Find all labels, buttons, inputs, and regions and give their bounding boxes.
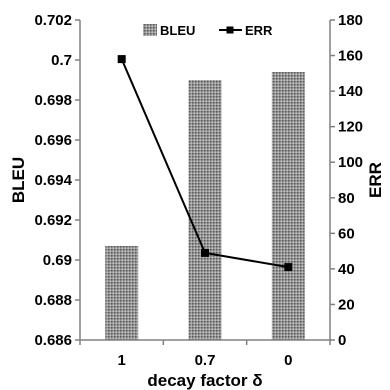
x-tick-label: 1 [117,352,125,369]
x-axis-title: decay factor δ [147,371,262,390]
y-right-tick-label: 0 [338,332,346,349]
bars-layer [105,72,305,340]
y-left-tick-label: 0.698 [34,92,72,109]
x-tick-label: 0 [284,352,292,369]
y-right-tick-label: 60 [338,225,355,242]
y-left-tick-label: 0.69 [43,252,72,269]
y-left-tick-label: 0.694 [34,172,72,189]
y-right-tick-label: 100 [338,154,363,171]
bleu-bar-0 [271,72,305,340]
x-tick-label: 0.7 [195,352,216,369]
y-right-axis-title: ERR [366,162,385,198]
y-right-tick-label: 120 [338,119,363,136]
err-point-1 [117,55,126,64]
y-right-tick-label: 180 [338,12,363,29]
y-left-tick-label: 0.702 [34,12,72,29]
legend-bleu-label: BLEU [160,23,195,38]
err-line-layer [117,55,293,272]
y-left-tick-label: 0.7 [51,52,72,69]
bleu-bar-1 [105,246,139,340]
bleu-bar-0.7 [188,80,222,340]
y-left-tick-label: 0.688 [34,292,72,309]
y-right-tick-label: 80 [338,190,355,207]
y-right-tick-label: 140 [338,83,363,100]
axes-layer: 0.686 0.688 0.69 0.692 0.694 0.696 0.698 0.7 0.7… [34,12,363,369]
err-point-0 [284,263,293,272]
legend: BLEU ERR [143,23,273,38]
legend-err-marker [226,26,234,34]
err-point-0.7 [201,248,209,257]
legend-bleu-swatch [143,24,157,36]
y-left-tick-label: 0.686 [34,332,72,349]
y-right-tick-label: 20 [338,296,355,313]
y-left-tick-label: 0.692 [34,212,72,229]
legend-err-label: ERR [245,23,273,38]
y-right-tick-label: 160 [338,48,363,65]
y-right-tick-label: 40 [338,261,355,278]
y-left-tick-label: 0.696 [34,132,72,149]
y-left-axis-title: BLEU [9,157,28,203]
